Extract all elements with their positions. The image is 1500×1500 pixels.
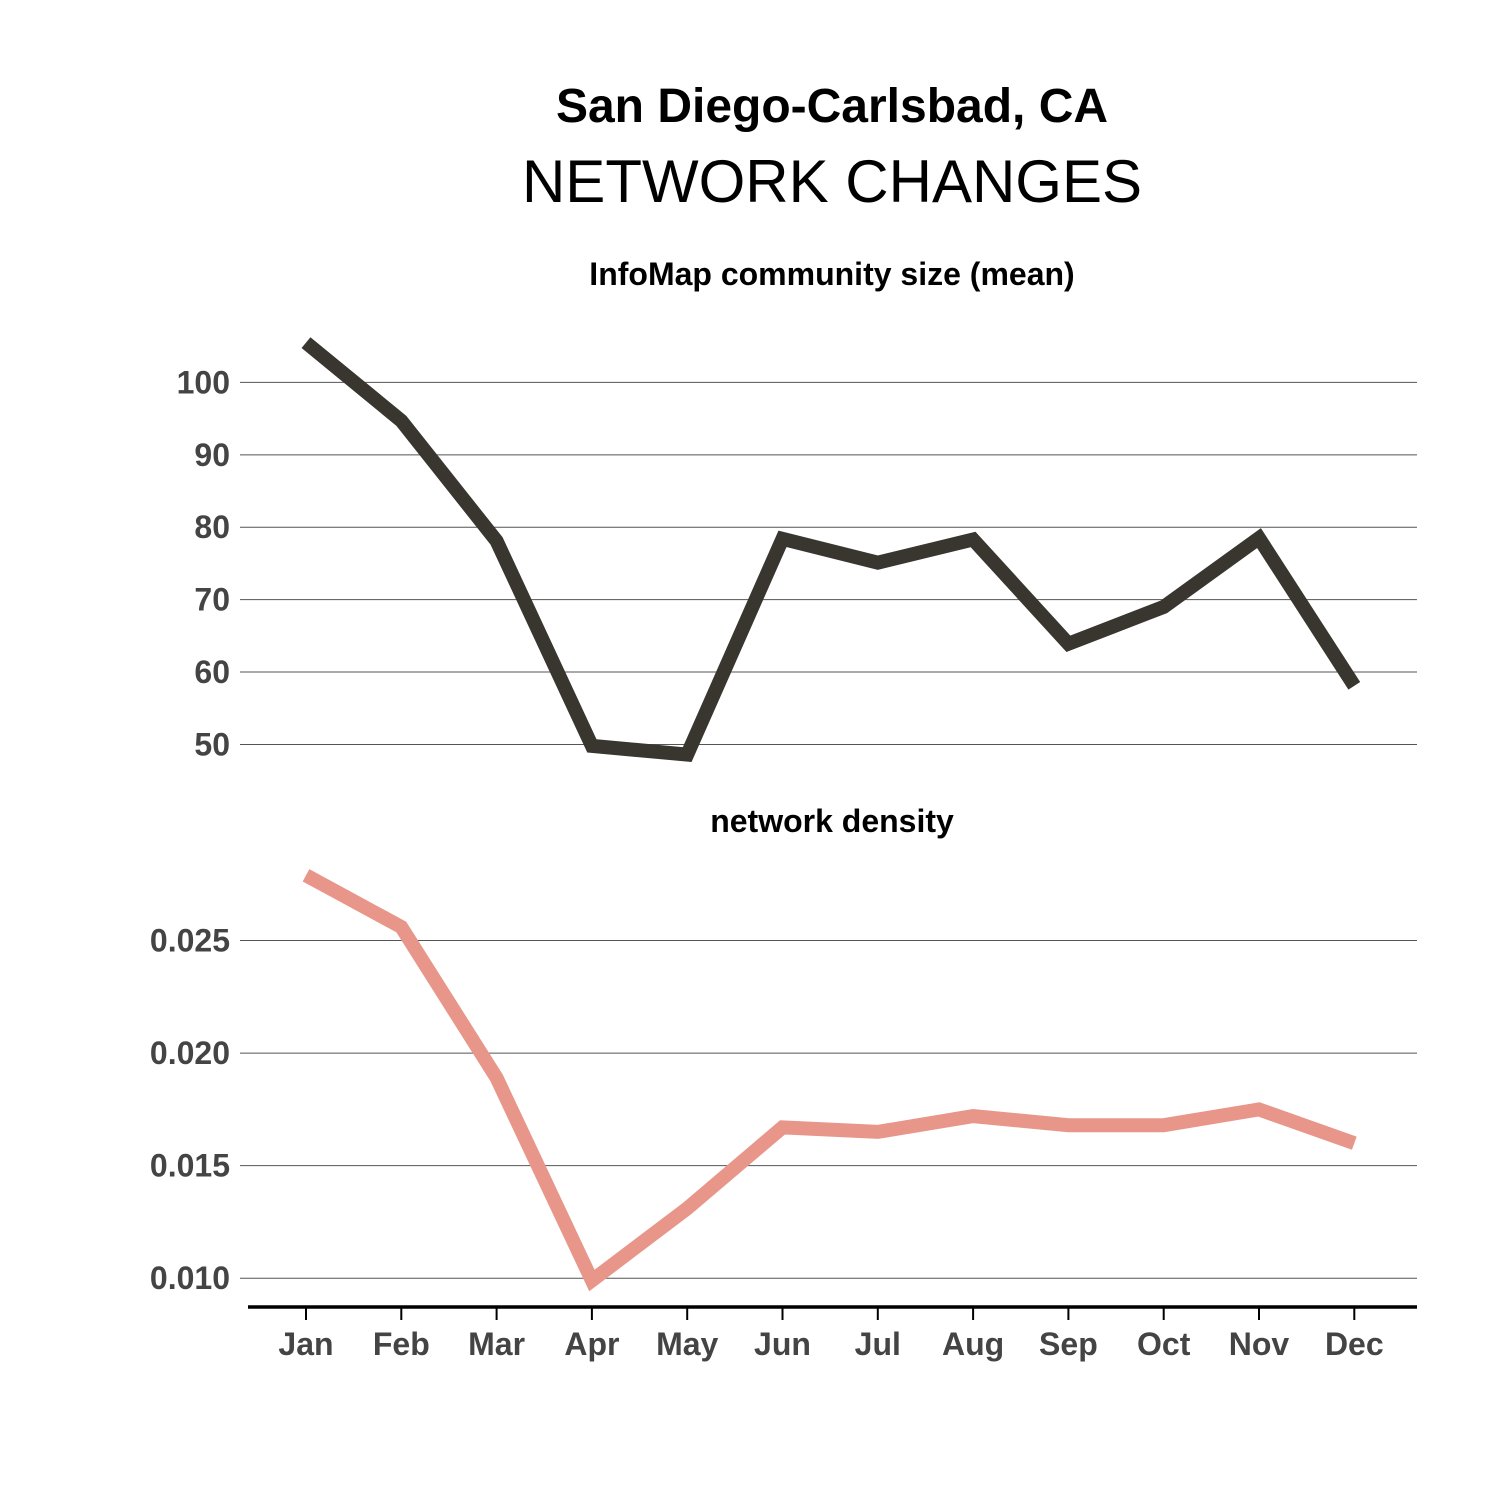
y-tick-label-community-size: 80 (194, 509, 230, 545)
x-tick-label: Mar (468, 1326, 525, 1362)
y-tick-label-network-density: 0.010 (150, 1260, 230, 1296)
x-ticks: Jan Feb Mar Apr May Jun Jul Aug Sep Oct Nov Dec (278, 1307, 1384, 1362)
series-network-density (302, 869, 1357, 1292)
y-tick-label-community-size: 90 (194, 437, 230, 473)
chart-subtitle: NETWORK CHANGES (522, 148, 1142, 215)
panel-title-network-density: network density (710, 803, 954, 839)
x-tick-label: Dec (1325, 1326, 1384, 1362)
y-tick-label-community-size: 60 (194, 654, 230, 690)
y-tick-label-network-density: 0.025 (150, 923, 230, 959)
y-tick-label-community-size: 50 (194, 726, 230, 762)
x-tick-label: Aug (942, 1326, 1004, 1362)
x-axis: Jan Feb Mar Apr May Jun Jul Aug Sep Oct Nov Dec (248, 1305, 1417, 1362)
x-tick-label: Feb (373, 1326, 430, 1362)
chart-title: San Diego-Carlsbad, CA (556, 80, 1108, 133)
x-tick-label: Oct (1137, 1326, 1191, 1362)
x-tick-label: Jul (855, 1326, 901, 1362)
y-tick-label-network-density: 0.020 (150, 1035, 230, 1071)
series-community-size (301, 337, 1361, 763)
y-tick-label-community-size: 100 (177, 364, 230, 400)
panel-community-size: InfoMap community size (mean) 50 60 70 80 90… (177, 256, 1417, 762)
x-tick-label: May (656, 1326, 718, 1362)
panel-network-density: network density 0.010 0.015 0.020 0.025 (150, 803, 1417, 1296)
gridlines-network-density (240, 940, 1417, 1279)
x-tick-label: Jun (754, 1326, 811, 1362)
y-ticks-community-size: 50 60 70 80 90 100 (177, 364, 230, 762)
y-ticks-network-density: 0.010 0.015 0.020 0.025 (150, 923, 230, 1297)
panel-title-community-size: InfoMap community size (mean) (589, 256, 1074, 292)
x-tick-label: Nov (1229, 1326, 1290, 1362)
series-line-community-size (301, 337, 1361, 763)
x-tick-label: Sep (1039, 1326, 1098, 1362)
y-tick-label-community-size: 70 (194, 582, 230, 618)
series-line-network-density (302, 869, 1357, 1292)
x-tick-label: Apr (564, 1326, 619, 1362)
x-tick-label: Jan (278, 1326, 333, 1362)
y-tick-label-network-density: 0.015 (150, 1148, 230, 1184)
